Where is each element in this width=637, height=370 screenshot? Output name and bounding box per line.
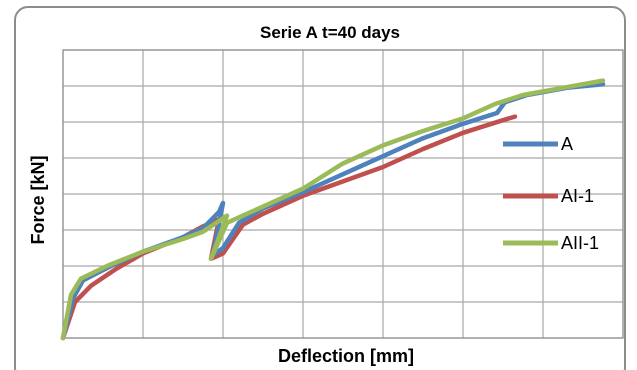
series-line-aii-1 (60, 78, 606, 341)
chart-title: Serie A t=40 days (260, 23, 400, 42)
legend-label-a: A (561, 134, 573, 154)
y-axis-label: Force [kN] (28, 155, 48, 244)
series-line-ai-1 (60, 114, 518, 341)
x-axis-label: Deflection [mm] (278, 346, 414, 366)
legend-label-ai-1: AI-1 (561, 186, 594, 206)
plot-border (62, 49, 624, 339)
legend: A AI-1 AII-1 (503, 134, 599, 253)
series-lines (60, 78, 606, 341)
legend-label-aii-1: AII-1 (561, 233, 599, 253)
